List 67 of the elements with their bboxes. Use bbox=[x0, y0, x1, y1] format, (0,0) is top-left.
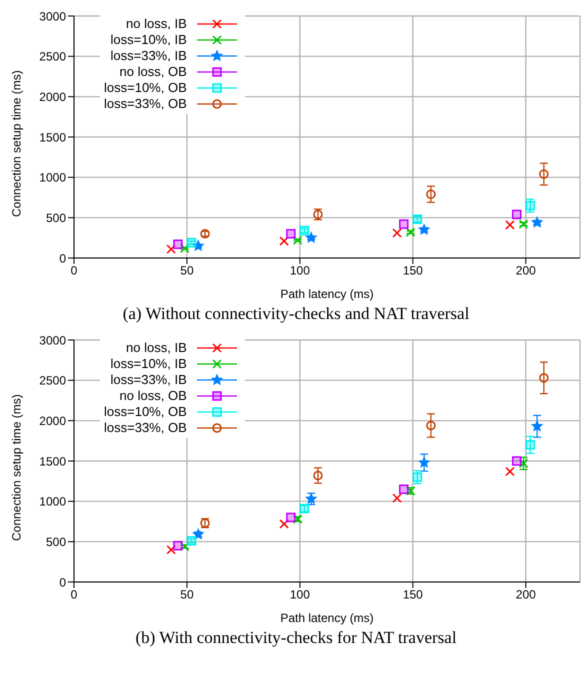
legend-label: loss=10%, OB bbox=[104, 80, 187, 96]
y-tick-label: 1000 bbox=[39, 170, 66, 185]
point bbox=[286, 229, 296, 239]
point bbox=[399, 219, 409, 229]
y-axis-title: Connection setup time (ms) bbox=[9, 70, 24, 217]
point bbox=[173, 240, 183, 250]
point bbox=[313, 470, 323, 480]
legend-label: loss=33%, OB bbox=[104, 420, 187, 436]
point bbox=[192, 528, 204, 540]
y-tick-label: 1000 bbox=[39, 494, 66, 509]
legend-label: loss=33%, IB bbox=[110, 48, 187, 64]
legend-label: loss=10%, IB bbox=[110, 32, 187, 48]
x-tick-label: 100 bbox=[290, 264, 310, 278]
point bbox=[286, 512, 296, 522]
x-tick-label: 100 bbox=[290, 588, 310, 602]
point bbox=[186, 238, 196, 248]
y-tick-label: 0 bbox=[59, 575, 66, 590]
y-tick-label: 3000 bbox=[39, 9, 66, 24]
y-tick-label: 2000 bbox=[39, 414, 66, 428]
point bbox=[426, 190, 436, 200]
x-tick-label: 150 bbox=[402, 588, 424, 602]
x-tick-label: 50 bbox=[180, 588, 194, 602]
y-tick-label: 1500 bbox=[39, 130, 66, 144]
y-tick-label: 2500 bbox=[39, 50, 66, 64]
point bbox=[526, 440, 536, 450]
x-tick-label: 0 bbox=[70, 588, 78, 602]
y-axis-title: Connection setup time (ms) bbox=[9, 394, 24, 541]
point bbox=[512, 456, 522, 466]
legend-label: no loss, IB bbox=[126, 16, 187, 32]
y-tick-label: 2000 bbox=[39, 90, 66, 104]
point bbox=[426, 420, 436, 430]
x-tick-label: 50 bbox=[180, 264, 194, 278]
x-tick-label: 0 bbox=[70, 264, 78, 278]
point bbox=[539, 373, 549, 383]
x-tick-label: 150 bbox=[402, 264, 424, 278]
legend-label: no loss, OB bbox=[120, 388, 187, 404]
legend-label: loss=10%, IB bbox=[110, 356, 187, 372]
point bbox=[399, 484, 409, 494]
text: (a) Without connectivity-checks and NAT traversal bbox=[122, 304, 470, 324]
legend-label: loss=33%, IB bbox=[110, 372, 187, 388]
x-axis-title: Path latency (ms) bbox=[280, 611, 374, 625]
point bbox=[306, 232, 317, 243]
x-axis-title: Path latency (ms) bbox=[280, 287, 374, 301]
point bbox=[173, 540, 183, 550]
legend-label: loss=33%, OB bbox=[104, 96, 187, 112]
point bbox=[531, 420, 543, 432]
point bbox=[526, 200, 536, 210]
point bbox=[512, 210, 522, 220]
text: (b) With connectivity-checks for NAT traversal bbox=[134, 628, 458, 648]
point bbox=[412, 472, 422, 482]
y-tick-label: 500 bbox=[46, 534, 66, 549]
point bbox=[531, 216, 543, 228]
y-tick-label: 3000 bbox=[39, 333, 66, 348]
y-tick-label: 500 bbox=[46, 210, 66, 225]
y-tick-label: 2500 bbox=[39, 374, 66, 388]
point bbox=[418, 224, 430, 235]
point bbox=[192, 240, 204, 251]
legend-label: no loss, OB bbox=[120, 64, 187, 80]
legend-label: no loss, IB bbox=[126, 340, 187, 356]
y-tick-label: 0 bbox=[59, 251, 66, 266]
point bbox=[539, 169, 549, 179]
point bbox=[418, 456, 430, 468]
y-tick-label: 1500 bbox=[39, 454, 66, 468]
point bbox=[186, 536, 196, 546]
legend-label: loss=10%, OB bbox=[104, 404, 187, 420]
x-tick-label: 200 bbox=[516, 264, 536, 278]
x-tick-label: 200 bbox=[516, 588, 536, 602]
